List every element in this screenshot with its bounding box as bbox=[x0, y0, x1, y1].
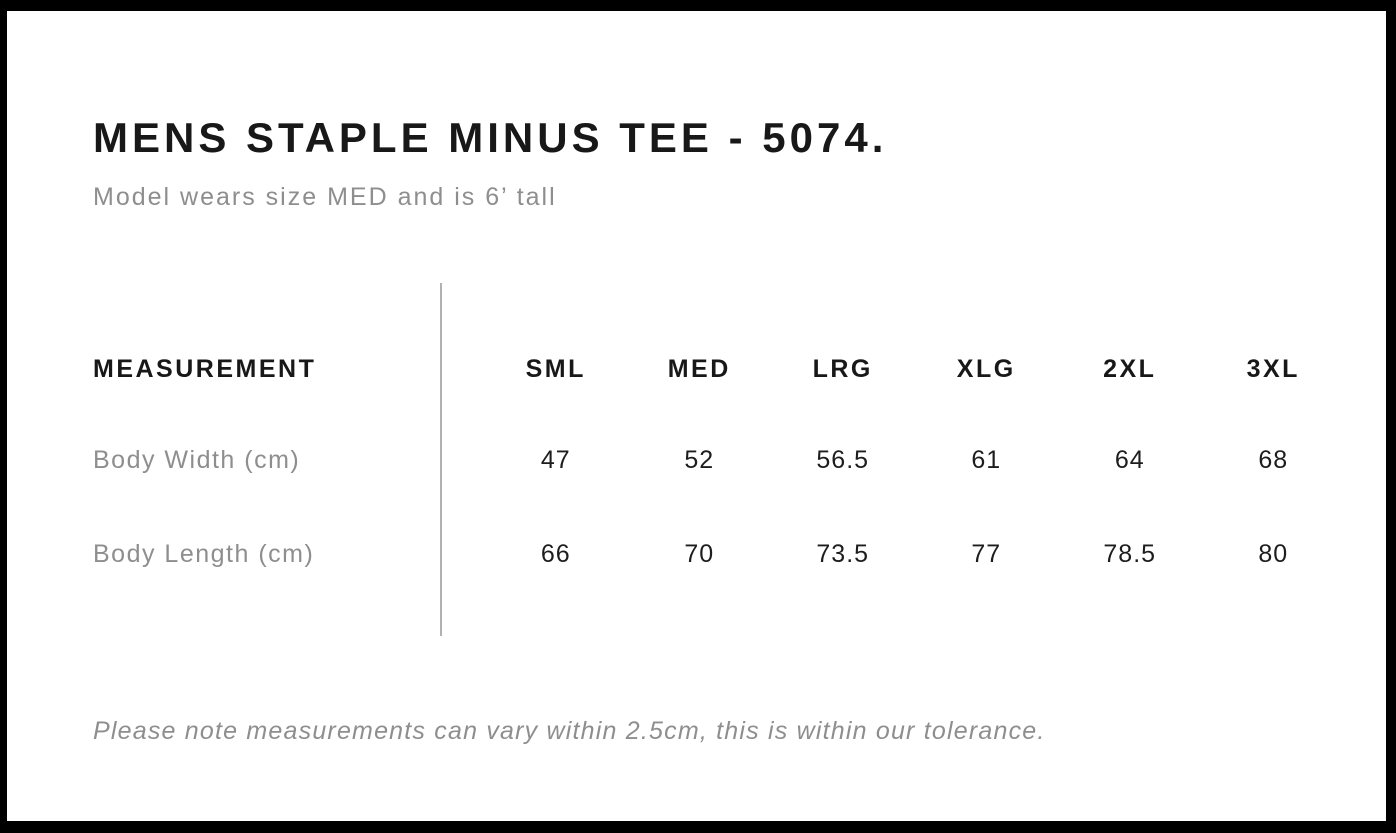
body-length-med: 70 bbox=[684, 539, 715, 568]
body-length-values: 66 70 73.5 77 78.5 80 bbox=[484, 540, 1345, 569]
size-header-lrg: LRG bbox=[812, 354, 873, 383]
size-header-xlg: XLG bbox=[956, 354, 1016, 383]
body-length-lrg: 73.5 bbox=[816, 539, 870, 568]
body-length-xlg: 77 bbox=[971, 539, 1002, 568]
model-size-info: Model wears size MED and is 6’ tall bbox=[93, 183, 557, 211]
table-row-body-length: Body Length (cm) 66 70 73.5 77 78.5 80 bbox=[93, 534, 1386, 574]
measurement-column-header: MEASUREMENT bbox=[93, 354, 317, 383]
body-width-values: 47 52 56.5 61 64 68 bbox=[484, 446, 1345, 475]
body-length-2xl: 78.5 bbox=[1103, 539, 1157, 568]
body-width-sml: 47 bbox=[540, 445, 571, 474]
size-header-3xl: 3XL bbox=[1246, 354, 1300, 383]
body-length-sml: 66 bbox=[540, 539, 571, 568]
table-vertical-divider bbox=[440, 283, 442, 636]
size-header-sml: SML bbox=[525, 354, 586, 383]
size-headers: SML MED LRG XLG 2XL 3XL bbox=[484, 355, 1345, 384]
body-width-lrg: 56.5 bbox=[816, 445, 870, 474]
table-row-body-width: Body Width (cm) 47 52 56.5 61 64 68 bbox=[93, 440, 1386, 480]
body-width-2xl: 64 bbox=[1114, 445, 1145, 474]
body-length-3xl: 80 bbox=[1258, 539, 1289, 568]
row-label-body-width: Body Width (cm) bbox=[93, 445, 301, 474]
body-width-med: 52 bbox=[684, 445, 715, 474]
body-width-3xl: 68 bbox=[1258, 445, 1289, 474]
size-header-2xl: 2XL bbox=[1103, 354, 1157, 383]
size-header-med: MED bbox=[667, 354, 731, 383]
size-chart-header-row: MEASUREMENT SML MED LRG XLG 2XL 3XL bbox=[93, 349, 1386, 389]
tolerance-note: Please note measurements can vary within… bbox=[93, 717, 1046, 745]
row-label-body-length: Body Length (cm) bbox=[93, 539, 315, 568]
body-width-xlg: 61 bbox=[971, 445, 1002, 474]
page-title: MENS STAPLE MINUS TEE - 5074. bbox=[93, 114, 888, 161]
size-guide-page: MENS STAPLE MINUS TEE - 5074. Model wear… bbox=[7, 11, 1386, 821]
